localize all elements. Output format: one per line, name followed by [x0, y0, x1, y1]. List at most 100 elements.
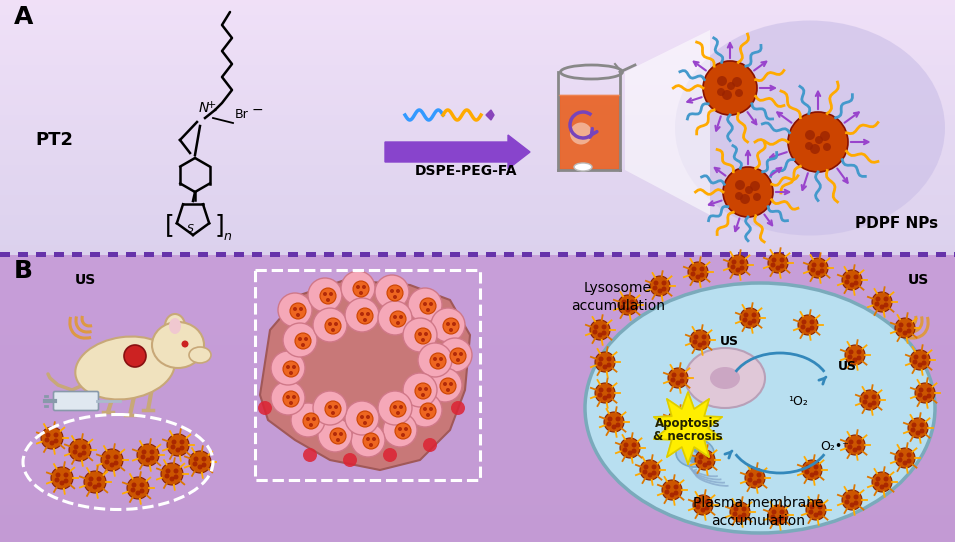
- Circle shape: [895, 318, 915, 338]
- Circle shape: [653, 281, 659, 286]
- Circle shape: [283, 323, 317, 357]
- Bar: [0, 425, 955, 430]
- Bar: [0, 205, 955, 210]
- Bar: [0, 105, 955, 110]
- Circle shape: [703, 462, 708, 468]
- Text: O₂•⁻: O₂•⁻: [820, 440, 849, 453]
- Circle shape: [606, 422, 611, 427]
- Circle shape: [433, 357, 437, 361]
- Circle shape: [920, 423, 924, 428]
- Bar: [0, 210, 955, 215]
- Circle shape: [360, 415, 364, 419]
- Bar: [0, 30, 955, 35]
- Circle shape: [690, 272, 695, 276]
- Text: S: S: [187, 224, 194, 234]
- Bar: [810, 252, 820, 257]
- Circle shape: [172, 440, 177, 444]
- Text: Lysosome
accumulation: Lysosome accumulation: [571, 281, 665, 313]
- Bar: [0, 245, 955, 250]
- Circle shape: [912, 359, 918, 365]
- Ellipse shape: [570, 122, 592, 145]
- Circle shape: [423, 302, 427, 306]
- Circle shape: [683, 447, 691, 455]
- Circle shape: [351, 423, 385, 457]
- Bar: [0, 45, 955, 50]
- Circle shape: [779, 509, 784, 514]
- Circle shape: [174, 474, 179, 480]
- Circle shape: [748, 478, 753, 482]
- Circle shape: [202, 456, 206, 461]
- Circle shape: [691, 267, 696, 272]
- Bar: [0, 475, 955, 480]
- Bar: [0, 380, 955, 385]
- Circle shape: [378, 391, 412, 425]
- Circle shape: [772, 509, 776, 514]
- Circle shape: [145, 457, 151, 462]
- Circle shape: [436, 363, 440, 367]
- Circle shape: [426, 308, 430, 312]
- Circle shape: [63, 479, 69, 483]
- Bar: [936, 252, 946, 257]
- Circle shape: [459, 352, 463, 356]
- Circle shape: [399, 405, 403, 409]
- Circle shape: [919, 388, 923, 392]
- Circle shape: [701, 507, 706, 513]
- Circle shape: [408, 288, 442, 322]
- Circle shape: [592, 330, 598, 334]
- Circle shape: [440, 378, 456, 394]
- Bar: [0, 180, 955, 185]
- Circle shape: [54, 478, 59, 482]
- Circle shape: [167, 434, 189, 456]
- Circle shape: [867, 403, 873, 408]
- Circle shape: [357, 308, 373, 324]
- Text: ¹O₂: ¹O₂: [788, 395, 808, 408]
- Bar: [0, 370, 955, 375]
- Bar: [0, 355, 955, 360]
- Circle shape: [181, 340, 188, 347]
- Bar: [0, 40, 955, 45]
- Circle shape: [845, 435, 865, 455]
- Bar: [0, 430, 955, 435]
- Circle shape: [401, 433, 405, 437]
- Bar: [522, 252, 532, 257]
- Circle shape: [599, 357, 604, 362]
- Circle shape: [811, 268, 816, 273]
- Circle shape: [875, 301, 880, 306]
- Bar: [0, 455, 955, 460]
- Circle shape: [328, 405, 332, 409]
- Circle shape: [360, 312, 364, 316]
- Circle shape: [805, 327, 811, 332]
- Circle shape: [862, 399, 867, 404]
- Circle shape: [301, 343, 305, 347]
- Bar: [0, 360, 955, 365]
- Circle shape: [771, 514, 775, 519]
- Circle shape: [872, 292, 892, 312]
- Circle shape: [418, 343, 452, 377]
- Bar: [0, 120, 955, 125]
- Circle shape: [286, 395, 290, 399]
- Circle shape: [50, 441, 54, 446]
- Bar: [360, 252, 370, 257]
- Circle shape: [595, 352, 615, 372]
- Bar: [918, 252, 928, 257]
- Circle shape: [740, 308, 760, 328]
- Circle shape: [399, 315, 403, 319]
- Circle shape: [802, 460, 822, 480]
- Circle shape: [164, 474, 169, 479]
- Circle shape: [378, 301, 412, 335]
- Circle shape: [593, 325, 599, 330]
- Ellipse shape: [165, 314, 185, 338]
- Bar: [756, 252, 766, 257]
- Circle shape: [689, 455, 697, 463]
- Circle shape: [292, 395, 296, 399]
- Circle shape: [693, 495, 713, 515]
- Circle shape: [735, 180, 745, 190]
- Circle shape: [124, 345, 146, 367]
- Circle shape: [899, 453, 903, 457]
- Bar: [0, 445, 955, 450]
- Circle shape: [741, 507, 747, 512]
- Circle shape: [854, 274, 859, 280]
- Circle shape: [303, 448, 317, 462]
- Circle shape: [329, 292, 333, 296]
- Circle shape: [396, 411, 400, 415]
